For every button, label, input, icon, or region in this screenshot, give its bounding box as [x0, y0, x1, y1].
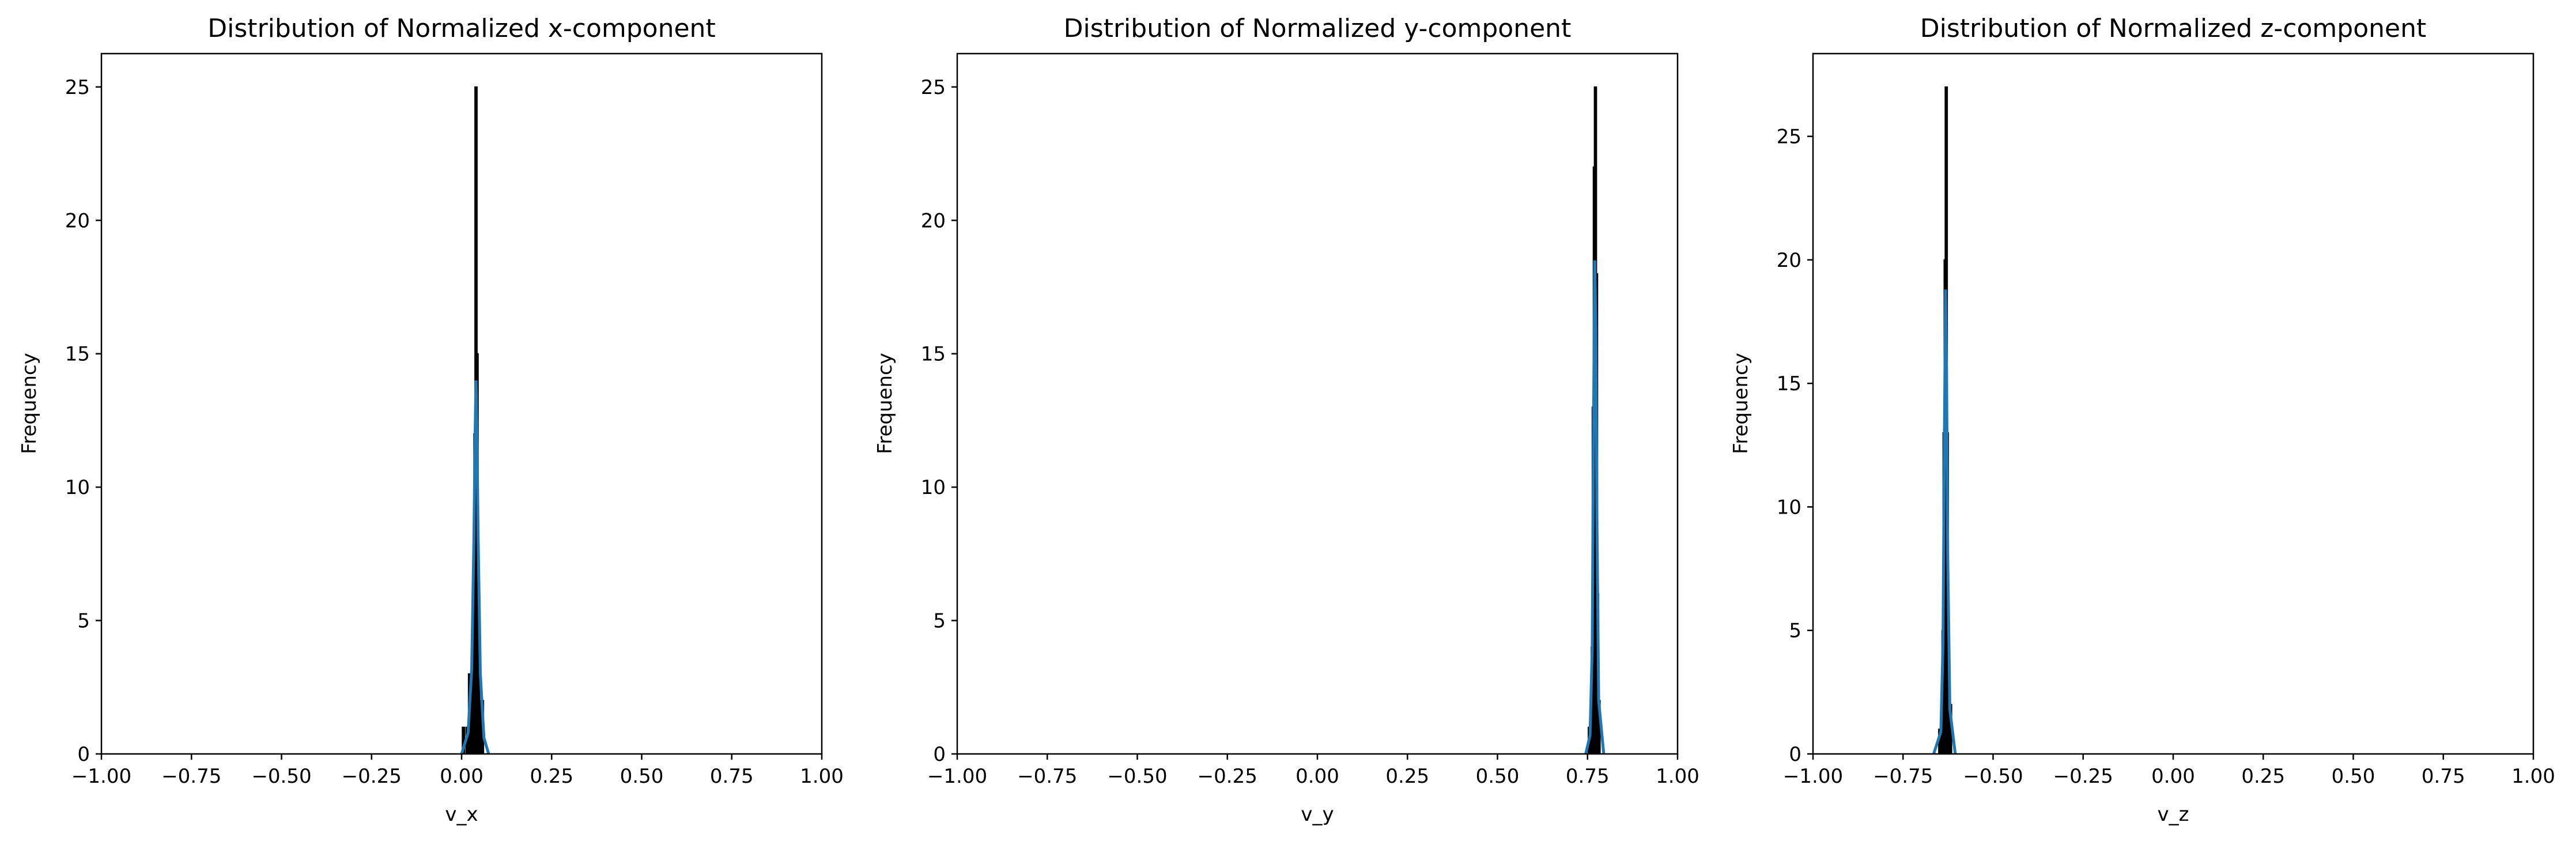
y-tick-label: 10 — [1777, 496, 1801, 519]
y-tick-label: 20 — [65, 209, 90, 232]
y-axis-label: Frequency — [1729, 353, 1752, 454]
x-tick-label: 0.50 — [620, 765, 664, 788]
y-axis-label: Frequency — [874, 353, 897, 454]
x-tick-label: 1.00 — [1656, 765, 1699, 788]
x-tick-label: −0.25 — [1198, 765, 1257, 788]
x-tick-label: 1.00 — [2511, 765, 2555, 788]
x-axis-ticks: −1.00 −0.75 −0.50 −0.25 0.00 0.25 0.50 0.75 1.00 — [1783, 754, 2555, 788]
y-tick-label: 5 — [1789, 620, 1801, 643]
chart-title: Distribution of Normalized y-component — [1064, 14, 1572, 43]
x-tick-label: 0.25 — [530, 765, 573, 788]
x-tick-label: 0.75 — [2422, 765, 2465, 788]
x-tick-label: 0.00 — [1295, 765, 1339, 788]
y-tick-label: 25 — [921, 76, 946, 99]
plot-area-frame — [1812, 52, 2535, 755]
y-axis-label: Frequency — [18, 353, 41, 454]
x-tick-label: −0.50 — [1107, 765, 1167, 788]
x-tick-label: −0.25 — [342, 765, 402, 788]
x-tick-label: 0.50 — [1476, 765, 1520, 788]
histogram-panel-z: −1.00 −0.75 −0.50 −0.25 0.00 0.25 0.50 0.75 1.00… — [1729, 14, 2555, 826]
x-tick-label: −0.75 — [161, 765, 221, 788]
x-tick-label: 0.50 — [2332, 765, 2375, 788]
x-tick-label: 0.25 — [1385, 765, 1429, 788]
x-tick-label: −0.50 — [251, 765, 311, 788]
y-tick-label: 0 — [77, 743, 90, 766]
y-tick-label: 20 — [1777, 249, 1801, 272]
kde-curve — [460, 380, 490, 755]
x-axis-label: v_x — [445, 803, 478, 826]
x-tick-label: −1.00 — [71, 765, 131, 788]
y-tick-label: 5 — [77, 610, 90, 633]
x-tick-label: 0.75 — [710, 765, 754, 788]
y-tick-label: 15 — [921, 343, 946, 366]
x-tick-label: 1.00 — [800, 765, 844, 788]
y-tick-label: 20 — [921, 209, 946, 232]
y-tick-label: 10 — [65, 476, 90, 499]
x-tick-label: −1.00 — [927, 765, 987, 788]
histogram-panel-y: −1.00 −0.75 −0.50 −0.25 0.00 0.25 0.50 0.75 1.00… — [874, 14, 1699, 826]
x-tick-label: −0.75 — [1017, 765, 1077, 788]
y-axis-ticks: 0 5 10 15 20 25 — [921, 76, 957, 766]
x-tick-label: 0.25 — [2241, 765, 2285, 788]
x-tick-label: −0.25 — [2053, 765, 2113, 788]
plot-area-frame — [100, 52, 823, 755]
x-tick-label: 0.75 — [1566, 765, 1610, 788]
histogram-panel-x: −1.00 −0.75 −0.50 −0.25 0.00 0.25 0.50 0.75 1.00… — [18, 14, 844, 826]
chart-title: Distribution of Normalized x-component — [207, 14, 715, 43]
x-tick-label: −0.75 — [1873, 765, 1933, 788]
y-axis-ticks: 0 5 10 15 20 25 — [65, 76, 101, 766]
x-axis-label: v_y — [1301, 803, 1334, 826]
x-axis-label: v_z — [2158, 803, 2189, 826]
y-tick-label: 15 — [65, 343, 90, 366]
y-tick-label: 25 — [1777, 126, 1801, 149]
y-tick-label: 0 — [933, 743, 946, 766]
x-tick-label: 0.00 — [2151, 765, 2195, 788]
x-tick-label: 0.00 — [440, 765, 484, 788]
plot-area-frame — [956, 52, 1679, 755]
y-tick-label: 25 — [65, 76, 90, 99]
chart-title: Distribution of Normalized z-component — [1920, 14, 2426, 43]
y-axis-ticks: 0 5 10 15 20 25 — [1777, 126, 1813, 766]
x-tick-label: −1.00 — [1783, 765, 1843, 788]
y-tick-label: 5 — [933, 610, 946, 633]
x-axis-ticks: −1.00 −0.75 −0.50 −0.25 0.00 0.25 0.50 0.75 1.00 — [71, 754, 844, 788]
x-axis-ticks: −1.00 −0.75 −0.50 −0.25 0.00 0.25 0.50 0.75 1.00 — [927, 754, 1699, 788]
y-tick-label: 0 — [1789, 743, 1801, 766]
x-tick-label: −0.50 — [1963, 765, 2023, 788]
y-tick-label: 10 — [921, 476, 946, 499]
kde-curve — [1932, 289, 1957, 755]
y-tick-label: 15 — [1777, 372, 1801, 395]
kde-curve — [1584, 260, 1606, 755]
